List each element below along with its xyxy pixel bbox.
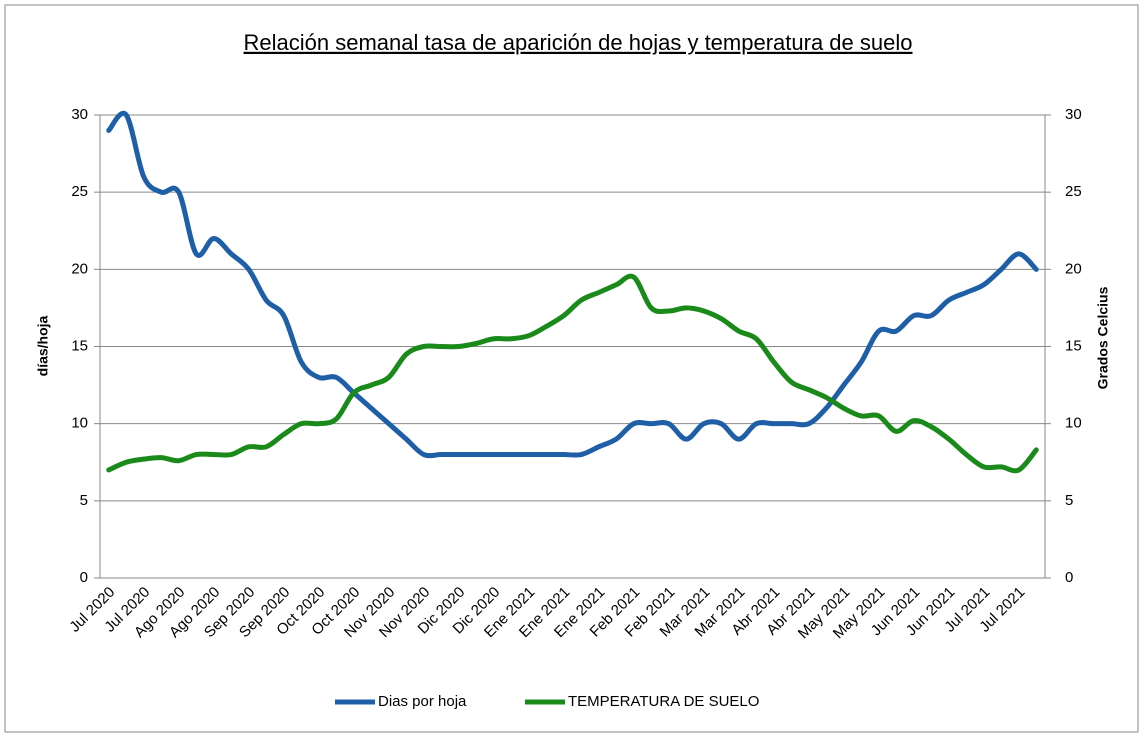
y2-tick-label: 15	[1065, 337, 1082, 354]
y-tick-label: 15	[71, 337, 88, 354]
y-tick-label: 20	[71, 260, 88, 277]
y-tick-label: 5	[80, 492, 88, 509]
y-tick-label: 10	[71, 415, 88, 432]
chart-border	[4, 4, 1139, 733]
y2-tick-label: 30	[1065, 106, 1082, 123]
chart-title: Relación semanal tasa de aparición de ho…	[244, 30, 913, 55]
legend-label: TEMPERATURA DE SUELO	[568, 693, 759, 710]
y-tick-label: 25	[71, 183, 88, 200]
y2-tick-label: 20	[1065, 260, 1082, 277]
y-tick-label: 30	[71, 106, 88, 123]
y2-tick-label: 0	[1065, 569, 1073, 586]
series-line	[106, 273, 1039, 474]
y2-axis-title: Grados Celcius	[1095, 286, 1111, 389]
series-line	[106, 110, 1039, 459]
y-axis-title: días/hoja	[35, 315, 51, 376]
legend-label: Dias por hoja	[378, 693, 467, 710]
y2-tick-label: 25	[1065, 183, 1082, 200]
y2-tick-label: 10	[1065, 415, 1082, 432]
y-tick-label: 0	[80, 569, 88, 586]
y2-tick-label: 5	[1065, 492, 1073, 509]
